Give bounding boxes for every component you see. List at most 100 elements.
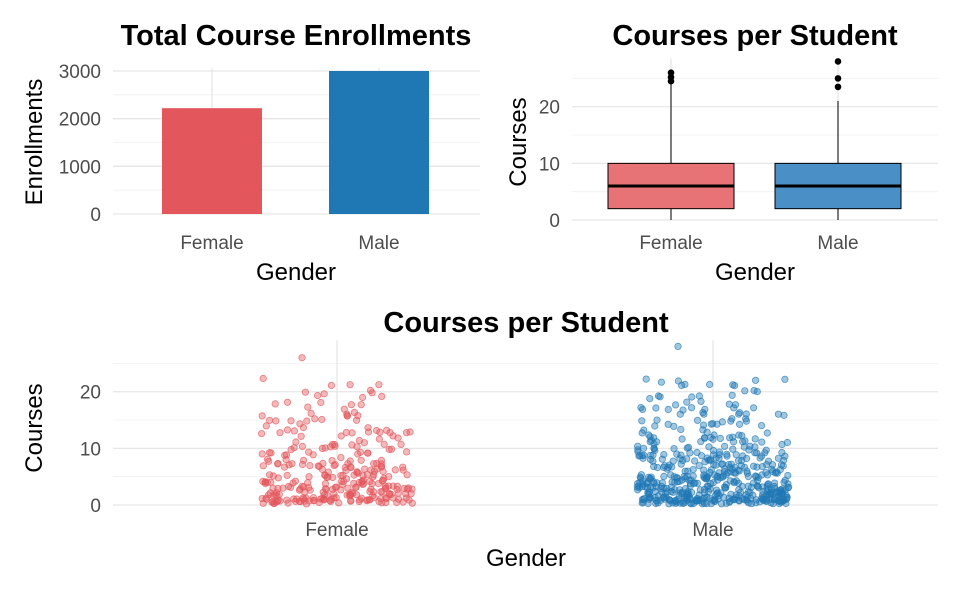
jitter-point-male	[654, 499, 662, 507]
box-outlier-male	[834, 75, 842, 82]
jitter-point-female	[276, 429, 284, 437]
jitter-point-female	[394, 489, 402, 497]
jitter-point-female	[299, 456, 308, 464]
jitter-point-female	[338, 480, 346, 489]
jitter-point-female	[366, 386, 375, 394]
jitter-point-female	[292, 438, 300, 446]
jitter-point-female	[321, 444, 329, 452]
jitter-point-female	[265, 457, 273, 465]
jitter-point-male	[642, 375, 650, 383]
jitter-point-male	[713, 476, 722, 484]
box-plot-panel: Courses per Student 0 10 20 Female Male Ge…	[505, 20, 938, 286]
jitter-point-female	[353, 468, 361, 476]
jitter-point-female	[284, 499, 292, 507]
jitter-point-female	[337, 453, 345, 462]
jitter-point-female	[364, 428, 373, 436]
jitter-point-male	[684, 467, 692, 475]
jitter-point-male	[705, 380, 714, 389]
jitter-point-female	[375, 497, 383, 505]
jitter-point-male	[699, 426, 707, 434]
jitter-point-female	[319, 459, 327, 467]
jitter-point-male	[651, 422, 659, 430]
jitter-point-male	[679, 456, 687, 464]
jitter-point-female	[408, 499, 416, 507]
jitter-point-female	[382, 494, 391, 503]
jitter-point-female	[283, 426, 292, 434]
jitter-point-male	[646, 474, 655, 483]
jitter-point-male	[657, 378, 666, 386]
jitter-point-male	[730, 381, 739, 390]
jitter-point-female	[359, 472, 367, 480]
jitter-point-female	[259, 374, 267, 383]
jitter-point-male	[685, 494, 694, 502]
box-plot-y-tick-label: 10	[539, 154, 560, 175]
jitter-point-male	[732, 451, 740, 459]
jitter-point-male	[660, 472, 668, 480]
jitter-point-male	[754, 483, 763, 492]
bar-chart-x-tick-female: Female	[180, 233, 243, 254]
jitter-point-female	[339, 471, 347, 479]
jitter-point-male	[709, 435, 717, 443]
jitter-plot-y-ticks: 0 10 20	[80, 383, 101, 517]
jitter-point-female	[346, 457, 354, 465]
jitter-point-male	[696, 486, 704, 494]
jitter-point-male	[687, 404, 696, 412]
jitter-point-male	[652, 438, 661, 446]
jitter-point-female	[347, 401, 355, 409]
box-plot-y-axis-title: Courses	[505, 97, 532, 186]
jitter-point-female	[283, 398, 292, 406]
box-plot-title: Courses per Student	[612, 20, 898, 52]
jitter-point-female	[356, 496, 364, 504]
box-outlier-female	[667, 69, 675, 77]
jitter-point-female	[306, 461, 314, 470]
jitter-point-male	[737, 456, 746, 465]
jitter-point-female	[259, 499, 267, 507]
jitter-point-male	[650, 444, 658, 452]
jitter-point-female	[283, 471, 291, 479]
jitter-point-male	[742, 410, 750, 418]
jitter-point-female	[356, 448, 365, 456]
jitter-point-male	[762, 460, 771, 469]
jitter-point-female	[368, 480, 376, 488]
jitter-point-male	[752, 449, 761, 457]
jitter-point-male	[704, 456, 713, 464]
jitter-point-male	[761, 495, 769, 503]
jitter-point-female	[271, 400, 279, 408]
jitter-point-male	[666, 496, 674, 505]
jitter-point-male	[633, 483, 642, 491]
jitter-point-female	[318, 465, 326, 474]
bar-chart-y-tick-label: 2000	[59, 110, 101, 131]
jitter-point-male	[658, 455, 666, 463]
box-outlier-male	[834, 58, 842, 65]
jitter-point-female	[382, 426, 391, 434]
jitter-point-female	[343, 412, 351, 420]
box-plot-y-tick-label: 0	[549, 211, 560, 232]
jitter-point-female	[352, 483, 360, 491]
jitter-point-male	[677, 460, 685, 468]
jitter-point-male	[735, 420, 744, 428]
jitter-point-female	[307, 409, 315, 417]
jitter-point-male	[653, 479, 661, 487]
bar-chart-x-axis-title: Gender	[256, 259, 336, 286]
jitter-point-female	[376, 428, 384, 436]
jitter-point-female	[321, 480, 329, 488]
jitter-point-male	[738, 482, 746, 490]
jitter-plot-x-tick-male: Male	[692, 520, 733, 541]
jitter-point-male	[698, 500, 706, 508]
jitter-point-male	[649, 451, 657, 459]
jitter-point-male	[751, 472, 760, 480]
jitter-point-male	[771, 484, 779, 492]
jitter-point-female	[274, 484, 282, 493]
jitter-point-male	[639, 498, 647, 506]
jitter-point-male	[670, 473, 678, 481]
jitter-point-male	[763, 429, 771, 437]
jitter-point-female	[258, 412, 266, 420]
jitter-point-male	[764, 457, 773, 465]
jitter-plot-panel: Courses per Student 0 10 20 Female Male Ge…	[21, 307, 938, 572]
bar-female	[162, 108, 262, 214]
jitter-point-male	[685, 476, 693, 484]
jitter-point-male	[706, 468, 714, 477]
jitter-plot-points	[257, 342, 793, 508]
jitter-point-male	[672, 499, 680, 507]
jitter-point-male	[758, 471, 766, 479]
